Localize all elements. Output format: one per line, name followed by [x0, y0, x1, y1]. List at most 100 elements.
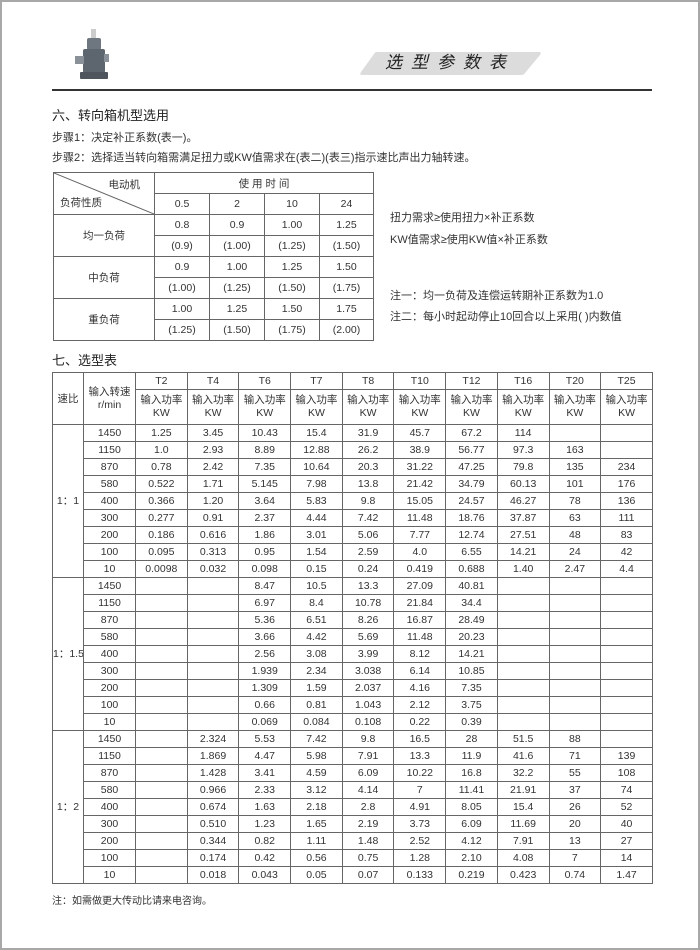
- factor-cell: (1.25): [264, 235, 320, 257]
- power-cell: 16.5: [393, 730, 447, 748]
- power-cell: 13.8: [341, 475, 395, 493]
- load-type-cell: 均一负荷: [53, 214, 155, 257]
- model-header: T20: [548, 372, 602, 390]
- power-cell: 7: [548, 849, 602, 867]
- power-cell: 1.59: [290, 679, 343, 697]
- power-cell: 2.56: [238, 645, 292, 663]
- power-cell: 2.12: [393, 696, 447, 714]
- speed-cell: 100: [83, 543, 136, 561]
- section6-heading: 六、转向箱机型选用: [52, 108, 170, 123]
- table-row: 1150 1.869 4.47 5.98 7.91 13.3 11.9 41.6 71 139: [53, 747, 653, 765]
- factor-cell: 1.25: [209, 298, 265, 320]
- power-cell: [600, 577, 653, 595]
- hours-header: 0.5: [154, 193, 210, 215]
- corner-bottom-label: 负荷性质: [60, 197, 102, 209]
- power-cell: [186, 628, 240, 646]
- power-cell: 163: [548, 441, 602, 459]
- power-cell: 79.8: [496, 458, 550, 476]
- speed-cell: 200: [83, 679, 136, 697]
- power-cell: [600, 611, 653, 629]
- power-cell: 97.3: [496, 441, 550, 459]
- table-row: 0.5 2 10 24: [54, 193, 375, 215]
- model-header: T16: [496, 372, 550, 390]
- power-cell: 7.35: [445, 679, 498, 697]
- power-cell: 31.22: [393, 458, 447, 476]
- power-cell: [135, 594, 188, 612]
- power-cell: [548, 577, 602, 595]
- power-cell: 3.01: [290, 526, 343, 544]
- power-cell: [496, 696, 550, 714]
- factor-cell: 0.9: [154, 256, 210, 278]
- table-row: 1150 6.97 8.4 10.78 21.84 34.4: [53, 594, 653, 612]
- power-cell: 136: [600, 492, 653, 510]
- power-header: 输入功率KW: [186, 389, 240, 425]
- hours-header: 24: [318, 193, 375, 215]
- factor-cell: 1.50: [264, 298, 320, 320]
- power-cell: 28.49: [445, 611, 498, 629]
- power-cell: [186, 594, 240, 612]
- ratio-cell: 1：2: [52, 730, 84, 884]
- power-cell: 28: [445, 730, 498, 748]
- table-row: 重负荷 1.00 1.25 1.50 1.75: [53, 298, 375, 341]
- factor-cell: (1.25): [209, 277, 265, 299]
- power-cell: [496, 594, 550, 612]
- table-row: 1150 1.0 2.93 8.89 12.88 26.2 38.9 56.77 97.3 163: [53, 441, 653, 459]
- diagonal-header-cell: 电动机 负荷性质: [53, 172, 155, 215]
- power-header: 输入功率KW: [238, 389, 292, 425]
- power-cell: 5.36: [238, 611, 292, 629]
- power-cell: 2.34: [290, 662, 343, 680]
- factor-cell: (1.50): [264, 277, 320, 299]
- table-row: 中负荷 0.9 1.00 1.25 1.50: [53, 256, 375, 299]
- power-cell: 67.2: [445, 424, 498, 442]
- power-cell: 31.9: [341, 424, 395, 442]
- power-cell: 0.39: [445, 713, 498, 731]
- power-cell: 3.75: [445, 696, 498, 714]
- power-cell: 21.42: [393, 475, 447, 493]
- model-header: T12: [445, 372, 498, 390]
- power-cell: 135: [548, 458, 602, 476]
- diagonal-line: [54, 173, 154, 214]
- power-cell: 24.57: [445, 492, 498, 510]
- power-cell: 2.324: [186, 730, 240, 748]
- power-cell: 10.43: [238, 424, 292, 442]
- power-cell: 8.12: [393, 645, 447, 663]
- power-cell: 27.09: [393, 577, 447, 595]
- speed-cell: 870: [83, 611, 136, 629]
- power-cell: 2.59: [341, 543, 395, 561]
- table-row: 电动机 负荷性质使 用 时 间: [53, 172, 375, 215]
- power-cell: 74: [600, 781, 653, 799]
- power-cell: 7: [393, 781, 447, 799]
- factor-cell: (1.75): [264, 319, 320, 341]
- speed-cell: 400: [83, 492, 136, 510]
- power-cell: 139: [600, 747, 653, 765]
- table-row: 580 0.966 2.33 3.12 4.14 7 11.41 21.91 37 74: [53, 781, 653, 799]
- table-row: 400 0.674 1.63 2.18 2.8 4.91 8.05 15.4 26 52: [53, 798, 653, 816]
- correction-factor-table: 电动机 负荷性质使 用 时 间 0.5 2 10 24 均一负荷 0.8 0.9 1.00 1.25…: [53, 172, 375, 341]
- power-cell: 11.41: [445, 781, 498, 799]
- speed-cell: 1450: [83, 424, 136, 442]
- power-cell: 3.64: [238, 492, 292, 510]
- table-row: 1：2 1450 2.324 5.53 7.42 9.8 16.5 28 51.5 88: [52, 730, 653, 884]
- power-cell: [135, 628, 188, 646]
- table-row: 10 0.0098 0.032 0.098 0.15 0.24 0.419 0.688 1.40…: [53, 560, 653, 578]
- power-cell: 1.23: [238, 815, 292, 833]
- power-cell: [186, 611, 240, 629]
- power-cell: 6.09: [341, 764, 395, 782]
- power-cell: [548, 611, 602, 629]
- power-cell: 63: [548, 509, 602, 527]
- ratio-header: 速比: [52, 372, 84, 425]
- power-cell: 37: [548, 781, 602, 799]
- power-cell: 5.69: [341, 628, 395, 646]
- power-cell: 40: [600, 815, 653, 833]
- power-cell: 5.83: [290, 492, 343, 510]
- power-cell: [496, 713, 550, 731]
- power-cell: [548, 713, 602, 731]
- model-header: T6: [238, 372, 292, 390]
- power-cell: 2.42: [186, 458, 240, 476]
- power-cell: [548, 679, 602, 697]
- power-cell: 2.37: [238, 509, 292, 527]
- table-row: 100 0.095 0.313 0.95 1.54 2.59 4.0 6.55 14.21 24 4…: [53, 543, 653, 561]
- factor-cell: 0.8: [154, 214, 210, 236]
- power-header: 输入功率KW: [445, 389, 498, 425]
- speed-cell: 580: [83, 781, 136, 799]
